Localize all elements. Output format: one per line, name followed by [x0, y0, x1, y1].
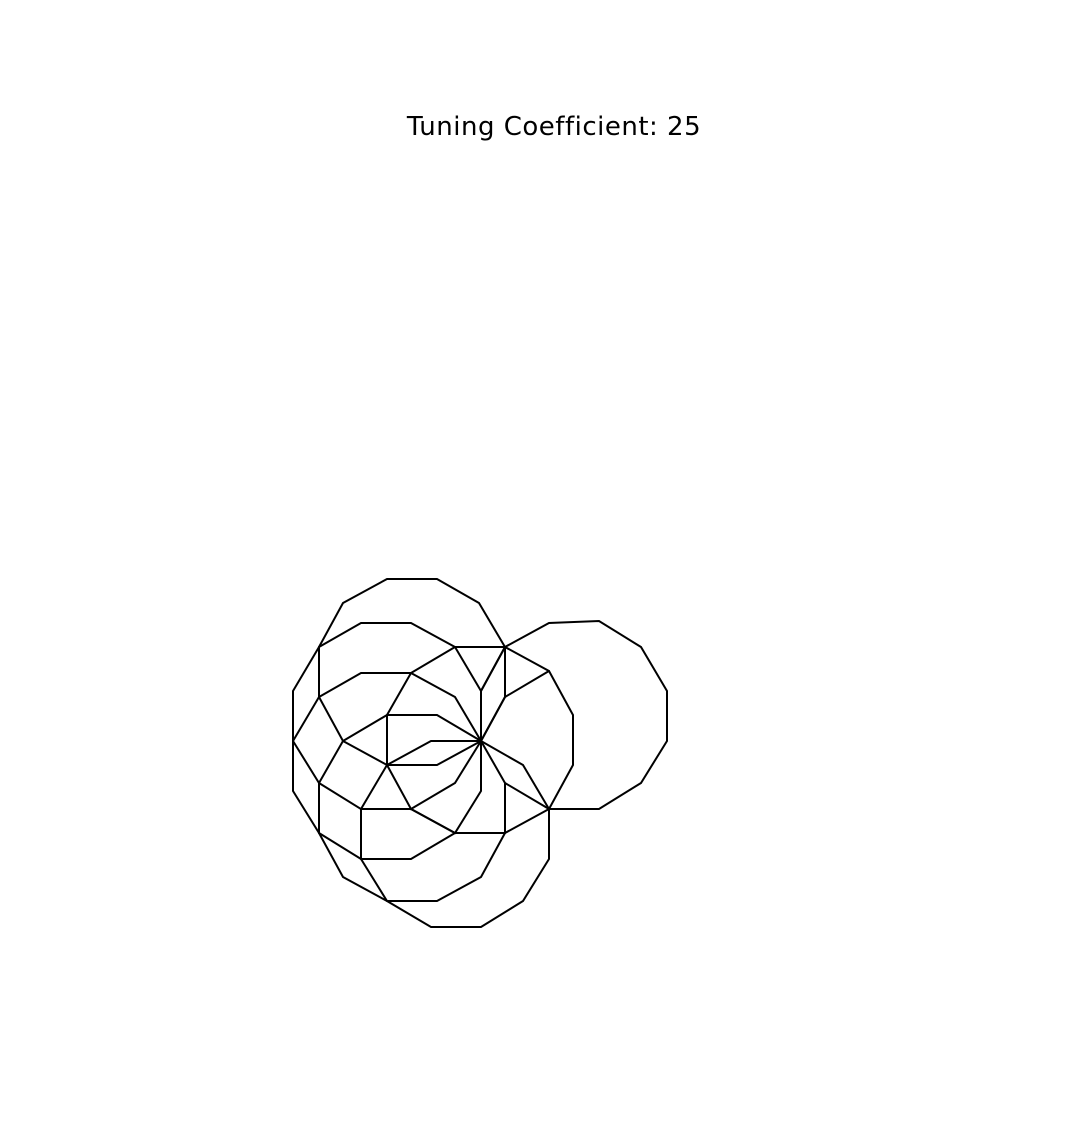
inner-k: [480, 670, 550, 742]
inner-d: [386, 740, 482, 766]
ring-3-left: [318, 696, 345, 784]
inner-f: [360, 764, 388, 810]
inner-a: [342, 672, 412, 742]
right-dodecagon: [504, 619, 668, 810]
outer-outline: [292, 578, 550, 928]
inner-i: [480, 740, 506, 784]
ring-2-bottom-out: [360, 832, 506, 902]
inner-b: [386, 714, 482, 742]
inner-l: [480, 646, 506, 742]
ring-2-upper: [318, 622, 506, 648]
ring-2-left: [292, 646, 320, 742]
ring-3-bottom: [360, 808, 456, 834]
ring-3-lower: [318, 782, 362, 860]
diagram-title: Tuning Coefficient: 25: [406, 112, 702, 142]
inner-h: [410, 740, 482, 835]
inner-j: [480, 740, 550, 810]
ring-3-right-lower: [504, 781, 550, 834]
right-inner-arc: [504, 646, 574, 810]
ring-2-lower-left: [292, 740, 320, 834]
inner-g: [386, 740, 482, 811]
ring-2-bottom: [318, 808, 550, 860]
inner-c: [342, 714, 388, 767]
ring-3-upper: [318, 646, 456, 698]
inner-e: [386, 740, 482, 766]
inner-upper: [410, 672, 482, 742]
